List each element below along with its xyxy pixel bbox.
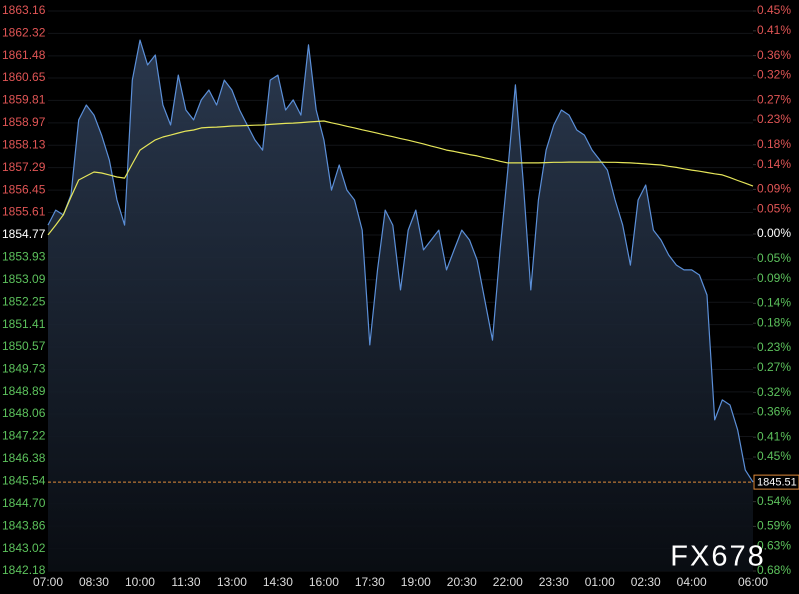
y-tick-label: 1858.13 <box>2 137 46 151</box>
y2-tick-label: 0.41% <box>757 23 791 37</box>
last-price-box <box>753 474 799 490</box>
y2-tick-label: 0.36% <box>757 48 791 62</box>
watermark: FX678 <box>670 541 765 573</box>
y-tick-label: 1860.65 <box>2 70 46 84</box>
average-line <box>47 120 754 236</box>
x-tick-label: 19:00 <box>401 575 431 589</box>
price-line <box>47 39 754 483</box>
y-tick-label: 1853.09 <box>2 272 46 286</box>
x-tick-label: 04:00 <box>677 575 707 589</box>
y-tick-label: 1843.86 <box>2 518 46 532</box>
x-tick-label: 01:00 <box>585 575 615 589</box>
y-tick-label: 1852.25 <box>2 294 46 308</box>
y-tick-label: 1842.18 <box>2 563 46 577</box>
y2-tick-label: 0.27% <box>757 360 791 374</box>
x-tick-label: 22:00 <box>493 575 523 589</box>
x-tick-label: 08:30 <box>79 575 109 589</box>
x-tick-label: 10:00 <box>125 575 155 589</box>
x-tick-label: 02:30 <box>631 575 661 589</box>
y-tick-label: 1847.22 <box>2 429 46 443</box>
x-tick-label: 13:00 <box>217 575 247 589</box>
y2-tick-label: 0.05% <box>757 251 791 265</box>
y-tick-label: 1843.02 <box>2 541 46 555</box>
x-tick-label: 23:30 <box>539 575 569 589</box>
last-price-label: 1845.51 <box>757 477 797 489</box>
y-tick-label: 1862.32 <box>2 26 46 40</box>
y-tick-label: 1863.16 <box>2 3 46 17</box>
x-tick-label: 16:00 <box>309 575 339 589</box>
y2-tick-label: 0.63% <box>757 538 791 552</box>
y2-tick-label: 0.59% <box>757 519 791 533</box>
y-tick-label: 1851.41 <box>2 317 46 331</box>
y-tick-label: 1859.81 <box>2 93 46 107</box>
y-tick-label: 1848.89 <box>2 384 46 398</box>
x-tick-label: 14:30 <box>263 575 293 589</box>
y-tick-label: 1861.48 <box>2 48 46 62</box>
y-tick-label: 1856.45 <box>2 182 46 196</box>
y2-tick-label: 0.14% <box>757 296 791 310</box>
y2-tick-label: 0.00% <box>757 226 791 240</box>
x-tick-label: 17:30 <box>355 575 385 589</box>
y2-tick-label: 0.32% <box>757 68 791 82</box>
y2-tick-label: 0.09% <box>757 271 791 285</box>
y2-tick-label: 0.18% <box>757 137 791 151</box>
y2-tick-label: 0.23% <box>757 112 791 126</box>
y-tick-label: 1849.73 <box>2 362 46 376</box>
y-tick-label: 1855.61 <box>2 205 46 219</box>
y-tick-label: 1854.77 <box>2 227 46 241</box>
y2-tick-label: 0.36% <box>757 405 791 419</box>
x-tick-label: 11:30 <box>171 575 200 589</box>
y2-tick-label: 0.09% <box>757 182 791 196</box>
y2-tick-label: 0.68% <box>757 563 791 577</box>
y2-tick-label: 0.54% <box>757 494 791 508</box>
y-tick-label: 1846.38 <box>2 451 46 465</box>
y2-tick-label: 0.32% <box>757 385 791 399</box>
y2-tick-label: 0.45% <box>757 3 791 17</box>
y2-tick-label: 0.23% <box>757 340 791 354</box>
price-area <box>48 40 753 572</box>
y2-tick-label: 0.05% <box>757 201 791 215</box>
y2-tick-label: 0.41% <box>757 429 791 443</box>
y-tick-label: 1844.70 <box>2 496 46 510</box>
x-tick-label: 20:30 <box>447 575 477 589</box>
x-tick-label: 07:00 <box>33 575 63 589</box>
y2-tick-label: 0.18% <box>757 315 791 329</box>
y-tick-label: 1848.06 <box>2 406 46 420</box>
x-tick-label: 06:00 <box>738 575 768 589</box>
y2-tick-label: 0.27% <box>757 92 791 106</box>
y-tick-label: 1858.97 <box>2 115 46 129</box>
y-tick-label: 1850.57 <box>2 339 46 353</box>
y2-tick-label: 0.14% <box>757 157 791 171</box>
y-tick-label: 1845.54 <box>2 473 46 487</box>
y-tick-label: 1857.29 <box>2 160 46 174</box>
y-tick-label: 1853.93 <box>2 250 46 264</box>
y2-tick-label: 0.45% <box>757 449 791 463</box>
